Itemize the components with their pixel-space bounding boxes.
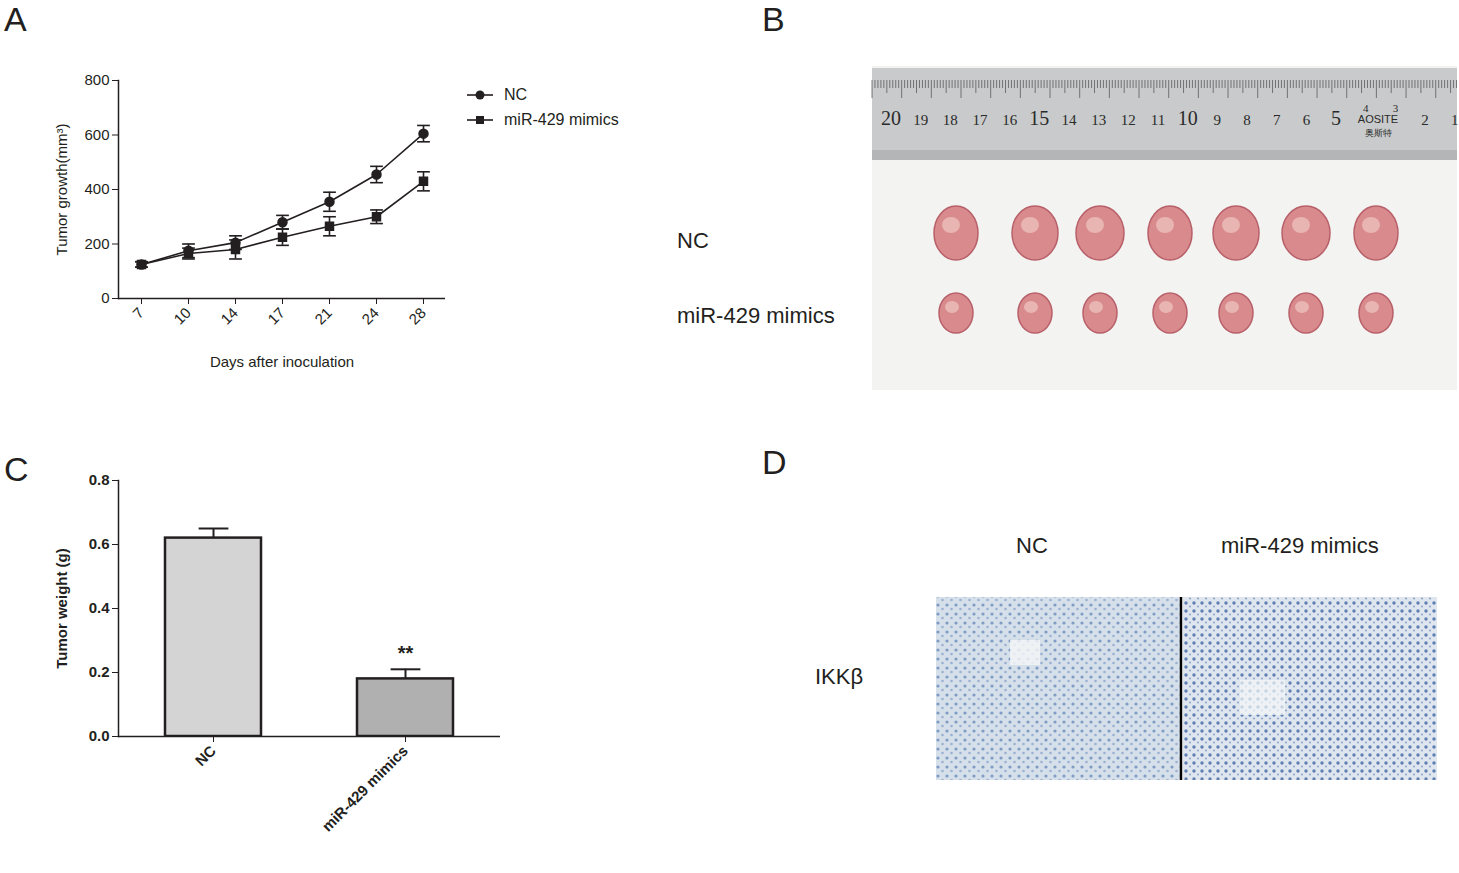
svg-text:3: 3 [1392, 102, 1399, 114]
svg-text:20: 20 [881, 107, 901, 129]
svg-text:4: 4 [1363, 102, 1369, 114]
html-text:NC: NC [504, 85, 528, 103]
html-text:miR-429 mimics: miR-429 mimics [677, 303, 835, 328]
svg-text:19: 19 [913, 112, 928, 128]
html-text:IKKβ: IKKβ [815, 664, 864, 689]
svg-text:奥斯特: 奥斯特 [1365, 128, 1392, 138]
svg-text:5: 5 [1331, 107, 1341, 129]
html-text:A: A [4, 0, 27, 38]
svg-text:11: 11 [1151, 112, 1165, 128]
html-text:miR-429 mimics: miR-429 mimics [504, 110, 619, 128]
html-text:C: C [4, 450, 29, 488]
svg-text:13: 13 [1091, 112, 1106, 128]
svg-text:14: 14 [1062, 112, 1078, 128]
svg-text:16: 16 [1002, 112, 1018, 128]
svg-text:10: 10 [1178, 107, 1198, 129]
svg-text:12: 12 [1121, 112, 1136, 128]
svg-text:15: 15 [1029, 107, 1049, 129]
html-text:D: D [762, 443, 787, 481]
svg-text:1: 1 [1451, 112, 1459, 128]
svg-text:800: 800 [84, 71, 109, 88]
svg-text:7: 7 [129, 304, 147, 322]
svg-text:17: 17 [973, 112, 989, 128]
html-text:B: B [762, 0, 785, 38]
svg-text:200: 200 [84, 235, 109, 252]
svg-text:Days after inoculation: Days after inoculation [210, 353, 354, 370]
svg-text:8: 8 [1243, 112, 1251, 128]
svg-text:7: 7 [1273, 112, 1281, 128]
svg-text:400: 400 [84, 180, 109, 197]
svg-text:Tumor weight (g): Tumor weight (g) [53, 548, 70, 669]
svg-text:0.4: 0.4 [89, 599, 111, 616]
svg-text:21: 21 [311, 304, 335, 328]
svg-text:miR-429 mimics: miR-429 mimics [318, 742, 411, 835]
svg-text:24: 24 [358, 304, 382, 328]
svg-text:17: 17 [264, 304, 288, 328]
svg-text:**: ** [398, 642, 414, 664]
html-text:NC: NC [677, 228, 709, 253]
svg-text:6: 6 [1303, 112, 1311, 128]
svg-text:28: 28 [405, 304, 429, 328]
svg-text:Tumor growth(mm³): Tumor growth(mm³) [53, 124, 70, 256]
svg-text:14: 14 [217, 304, 241, 328]
svg-text:18: 18 [943, 112, 958, 128]
svg-text:10: 10 [170, 304, 194, 328]
html-text:miR-429 mimics: miR-429 mimics [1221, 533, 1379, 558]
html-text:NC: NC [1016, 533, 1048, 558]
svg-text:0.2: 0.2 [89, 663, 110, 680]
svg-text:0.8: 0.8 [89, 471, 110, 488]
svg-text:600: 600 [84, 126, 109, 143]
svg-text:0.6: 0.6 [89, 535, 110, 552]
svg-text:0.0: 0.0 [89, 727, 110, 744]
svg-text:NC: NC [192, 742, 219, 769]
svg-text:AOSITE: AOSITE [1358, 113, 1398, 125]
svg-text:2: 2 [1421, 112, 1429, 128]
svg-text:0: 0 [101, 289, 109, 306]
svg-text:9: 9 [1214, 112, 1222, 128]
